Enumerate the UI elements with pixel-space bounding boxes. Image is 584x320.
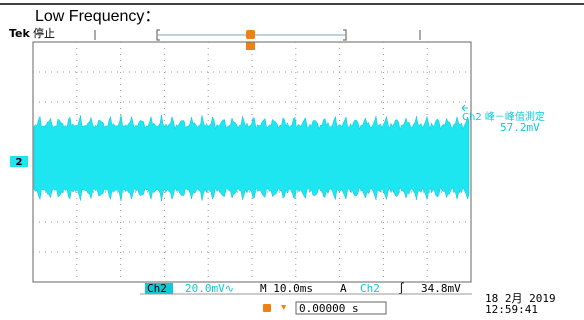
waveform [34, 115, 469, 201]
status-trigger-channel: Ch2 [360, 282, 380, 295]
status-channel: Ch2 [147, 282, 167, 295]
time: 12:59:41 [485, 303, 538, 316]
channel-marker: 2 [16, 157, 23, 168]
trigger-offset-icon [263, 304, 286, 312]
brand: Tek [9, 27, 31, 40]
measurement-value: 57.2mV [500, 121, 540, 134]
scope-screenshot: Low Frequency： Tek 停止 2 Ch2 峰－峰值測定 57.2m… [0, 0, 584, 320]
status-trigger-level: 34.8mV [421, 282, 461, 295]
status-trigger-mode: A [340, 282, 347, 295]
status-scale: 20.0mV∿ [185, 282, 234, 295]
run-state: 停止 [33, 26, 55, 40]
record-bar [95, 30, 420, 40]
status-timebase: M 10.0ms [260, 282, 313, 295]
trigger-offset: 0.00000 s [299, 302, 359, 315]
measure-arrow [462, 105, 468, 111]
status-trigger-slope: ∫ [398, 282, 405, 295]
page-title: Low Frequency： [35, 8, 160, 25]
trigger-position [246, 30, 255, 50]
